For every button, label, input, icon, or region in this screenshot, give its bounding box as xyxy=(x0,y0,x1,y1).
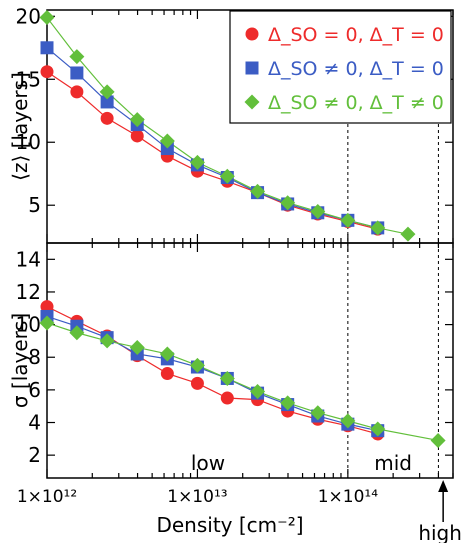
bottom-series-2-point xyxy=(159,346,175,362)
high-arrow-head xyxy=(438,480,449,492)
top-series-1-point xyxy=(100,95,114,109)
region-label-high: high xyxy=(418,521,462,543)
bottom-series-0-point xyxy=(190,376,204,390)
legend-label-0: Δ_SO = 0, Δ_T = 0 xyxy=(268,24,444,46)
bottom-series-0-line xyxy=(46,306,378,435)
legend-marker-1 xyxy=(245,61,259,75)
bottom-series-1-line xyxy=(46,315,378,432)
xtick-label: 1×10¹⁴ xyxy=(318,487,379,507)
bottom-series-2-point xyxy=(370,421,386,437)
bottom-panel: 2 4 6 8 10 12 14 σ [layers] xyxy=(8,242,454,479)
bottom-ylabel: σ [layers] xyxy=(8,313,32,408)
bottom-series-2-point xyxy=(99,333,115,349)
bottom-series-2-point xyxy=(250,384,266,400)
top-series-2-point xyxy=(39,10,55,26)
top-panel: 5 10 15 20 ⟨z⟩ [layers] xyxy=(8,4,454,244)
top-series-2-point xyxy=(280,195,296,211)
bottom-ytick-label: 8 xyxy=(28,345,41,369)
top-ytick-label: 15 xyxy=(16,67,41,91)
top-ytick-label: 10 xyxy=(16,130,41,154)
top-series-2-point xyxy=(69,49,85,65)
bottom-series-2-point xyxy=(189,357,205,373)
legend: Δ_SO = 0, Δ_T = 0 Δ_SO ≠ 0, Δ_T = 0 Δ_SO ≠… xyxy=(229,10,452,124)
bottom-ytick-label: 6 xyxy=(28,378,41,402)
bottom-series-0-point xyxy=(160,367,174,381)
legend-marker-2 xyxy=(244,94,260,110)
bottom-ytick-label: 2 xyxy=(28,443,41,467)
legend-label-1: Δ_SO ≠ 0, Δ_T = 0 xyxy=(268,58,444,80)
top-series-2-point xyxy=(370,220,386,236)
xtick-label: 1×10¹³ xyxy=(167,487,227,507)
x-axis: 1×10¹² 1×10¹³ 1×10¹⁴ Density [cm⁻²] low mid hi… xyxy=(17,451,462,543)
bottom-series-2-point xyxy=(430,432,446,448)
bottom-ytick-label: 14 xyxy=(16,247,41,271)
top-series-1-point xyxy=(160,142,174,156)
top-series-2-point xyxy=(129,112,145,128)
xtick-label: 1×10¹² xyxy=(17,487,77,507)
bottom-series-2-point xyxy=(219,370,235,386)
top-series-2-point xyxy=(340,212,356,228)
legend-box xyxy=(229,10,452,124)
bottom-ytick-label: 12 xyxy=(16,280,41,304)
top-series-2-point xyxy=(99,84,115,100)
region-label-mid: mid xyxy=(374,451,412,475)
bottom-series-0-point xyxy=(220,391,234,405)
bottom-ytick-label: 4 xyxy=(28,411,41,435)
top-series-2-point xyxy=(400,226,416,242)
top-series-2-point xyxy=(250,183,266,199)
top-series-2-point xyxy=(310,204,326,220)
legend-marker-0 xyxy=(245,27,259,41)
bottom-series-2-point xyxy=(129,339,145,355)
top-series-2-point xyxy=(189,154,205,170)
bottom-frame xyxy=(46,242,454,479)
x-axis-label: Density [cm⁻²] xyxy=(156,513,303,537)
top-ytick-label: 5 xyxy=(28,193,41,217)
legend-label-2: Δ_SO ≠ 0, Δ_T ≠ 0 xyxy=(268,92,444,114)
bottom-series-2-point xyxy=(310,405,326,421)
top-series-0-point xyxy=(40,65,54,79)
top-series-0-point xyxy=(70,85,84,99)
bottom-series-0-point xyxy=(40,300,54,314)
top-series-2-point xyxy=(159,133,175,149)
bottom-series-2-point xyxy=(280,395,296,411)
top-series-0-point xyxy=(130,129,144,143)
bottom-series-2-point xyxy=(39,315,55,331)
bottom-ytick-label: 10 xyxy=(16,313,41,337)
bottom-series-2-point xyxy=(340,413,356,429)
top-ylabel: ⟨z⟩ [layers] xyxy=(8,72,32,181)
region-label-low: low xyxy=(191,451,225,475)
top-series-2-point xyxy=(219,168,235,184)
top-series-1-point xyxy=(40,41,54,55)
top-ytick-label: 20 xyxy=(16,4,41,28)
bottom-series-2-point xyxy=(69,325,85,341)
top-series-0-point xyxy=(100,111,114,125)
top-series-1-point xyxy=(70,66,84,80)
